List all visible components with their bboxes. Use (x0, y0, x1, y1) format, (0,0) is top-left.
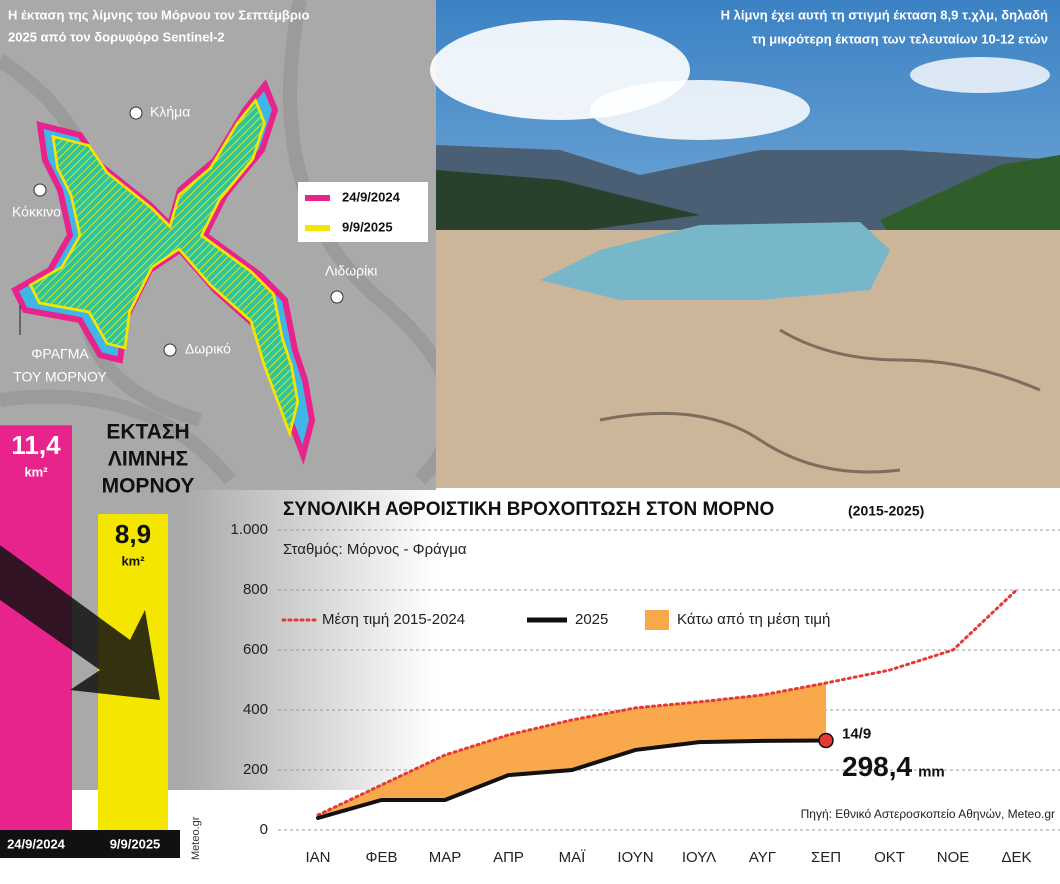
dry-bed (436, 230, 1060, 488)
place-dot (163, 343, 177, 357)
x-tick-label: ΑΥΓ (749, 849, 776, 866)
cloud (910, 57, 1050, 93)
x-tick-label: ΙΟΥΛ (682, 849, 716, 866)
area-date: 9/9/2025 (110, 836, 161, 851)
arrow (0, 545, 160, 700)
area-title: ΜΟΡΝΟΥ (102, 475, 195, 498)
legend-label: 24/9/2024 (342, 189, 401, 204)
photo-caption: τη μικρότερη έκταση των τελευταίων 10-12… (752, 31, 1048, 46)
annotation-unit: mm (918, 763, 945, 780)
chart-title-note: (2015-2025) (848, 503, 924, 519)
area-title: ΛΙΜΝΗΣ (108, 448, 188, 471)
y-tick-label: 400 (243, 701, 268, 718)
series-line (316, 738, 828, 820)
area-date: 24/9/2024 (7, 836, 66, 851)
dam-label: ΤΟΥ ΜΟΡΝΟΥ (13, 369, 107, 385)
series-line (316, 588, 1018, 817)
x-tick-label: ΣΕΠ (811, 849, 841, 866)
x-tick-label: ΔΕΚ (1001, 849, 1031, 866)
legend-label: Μέση τιμή 2015-2024 (322, 611, 465, 628)
place-dot (129, 106, 143, 120)
map-legend (298, 182, 428, 242)
lake-water (540, 222, 890, 300)
dam-label: ΦΡΑΓΜΑ (31, 346, 89, 362)
annotation-date: 14/9 (842, 725, 871, 742)
source: Πηγή: Εθνικό Αστεροσκοπείο Αθηνών, Meteo… (801, 807, 1055, 821)
area-unit: km² (121, 553, 145, 568)
place-dot (33, 183, 47, 197)
riverbed (599, 328, 1041, 474)
lake-2025 (28, 97, 300, 439)
x-tick-label: ΑΠΡ (493, 849, 524, 866)
area-value: 8,9 (115, 519, 151, 549)
place-label: Κόκκινο (12, 204, 61, 220)
credit: Meteo.gr (190, 816, 202, 860)
x-tick-label: ΝΟΕ (937, 849, 970, 866)
lake-shape (11, 79, 316, 466)
place-label: Δωρικό (185, 341, 231, 357)
last-point (818, 732, 834, 749)
chart-subtitle: Σταθμός: Μόρνος - Φράγμα (283, 541, 467, 558)
area-title: ΕΚΤΑΣΗ (106, 421, 189, 444)
legend-label: 2025 (575, 611, 608, 628)
x-tick-label: ΦΕΒ (366, 849, 398, 866)
legend-label: 9/9/2025 (342, 219, 393, 234)
y-tick-label: 0 (260, 821, 268, 838)
date-strip (0, 830, 180, 858)
y-tick-label: 600 (243, 641, 268, 658)
place-label: Λιδωρίκι (325, 263, 377, 279)
chart-title: ΣΥΝΟΛΙΚΗ ΑΘΡΟΙΣΤΙΚΗ ΒΡΟΧΟΠΤΩΣΗ ΣΤΟΝ ΜΟΡΝ… (283, 499, 774, 520)
x-tick-label: ΜΑΡ (429, 849, 462, 866)
x-tick-label: ΙΟΥΝ (617, 849, 653, 866)
map-title: Η έκταση της λίμνης του Μόρνου τον Σεπτέ… (8, 7, 310, 22)
legend-label: Κάτω από τη μέση τιμή (677, 611, 830, 628)
x-tick-label: ΟΚΤ (874, 849, 905, 866)
y-tick-label: 800 (243, 581, 268, 598)
x-tick-label: ΜΑΪ (559, 849, 587, 866)
area-unit: km² (24, 465, 48, 480)
cloud (590, 80, 810, 140)
photo-caption: Η λίμνη έχει αυτή τη στιγμή έκταση 8,9 τ… (721, 7, 1048, 22)
map-title: 2025 από τον δορυφόρο Sentinel-2 (8, 29, 225, 44)
fade (180, 490, 436, 790)
place-label: Κλήμα (150, 104, 190, 120)
y-tick-label: 1.000 (230, 521, 268, 538)
x-tick-label: ΙΑΝ (305, 849, 330, 866)
legend-swatch (645, 610, 669, 630)
value-label: 298,4 (842, 751, 912, 782)
below-mean-area (318, 683, 826, 818)
place-dot (330, 290, 344, 304)
y-tick-label: 200 (243, 761, 268, 778)
area-value: 11,4 (11, 430, 61, 460)
photo (430, 0, 1060, 488)
